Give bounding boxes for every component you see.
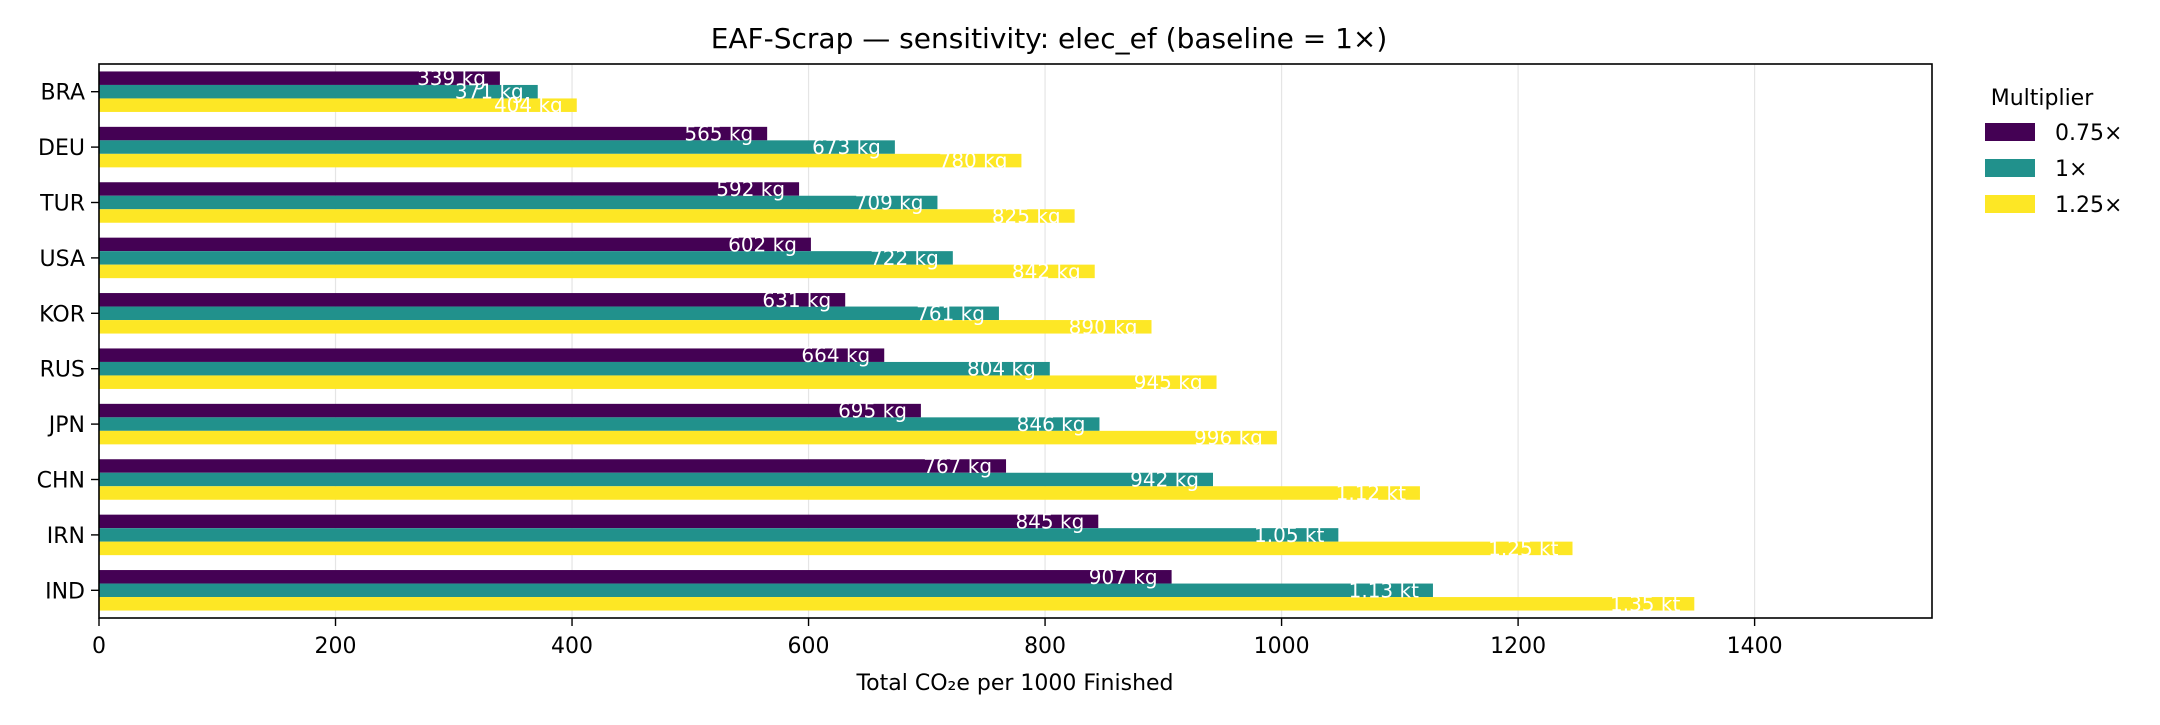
bar-value-label: 371 kg xyxy=(455,80,524,104)
bar xyxy=(99,237,811,252)
y-tick-label: DEU xyxy=(38,136,85,161)
x-tick-label: 200 xyxy=(315,634,357,659)
x-tick-label: 1000 xyxy=(1254,634,1310,659)
y-tick-label: TUR xyxy=(39,192,85,217)
y-tick-label: IND xyxy=(45,579,85,604)
bar-value-label: 339 kg xyxy=(417,66,486,90)
bar xyxy=(99,209,1075,223)
y-tick-label: RUS xyxy=(40,358,85,383)
bar xyxy=(99,84,538,99)
legend-label: 0.75× xyxy=(2055,121,2122,146)
legend-label: 1.25× xyxy=(2055,193,2122,218)
legend: Multiplier 0.75× 1× 1.25× xyxy=(1985,86,2122,218)
bar-value-label: 761 kg xyxy=(916,301,985,325)
bar xyxy=(99,541,1573,556)
bar xyxy=(99,140,895,154)
bar-value-label: 664 kg xyxy=(801,343,870,367)
bar xyxy=(99,459,1007,473)
bar-value-label: 1.13 kt xyxy=(1349,578,1419,602)
bar-value-label: 1.12 kt xyxy=(1336,481,1406,505)
bar xyxy=(99,403,921,418)
y-tick-label: USA xyxy=(39,247,85,272)
bar-value-label: 942 kg xyxy=(1130,468,1199,492)
bars xyxy=(99,71,1695,611)
x-axis-label: Total CO₂e per 1000 Finished xyxy=(855,671,1173,696)
bar-value-label: 842 kg xyxy=(1012,259,1081,283)
bar-value-label: 780 kg xyxy=(939,149,1008,173)
y-tick-label: JPN xyxy=(47,413,85,438)
bar xyxy=(99,417,1100,431)
legend-swatch xyxy=(1985,195,2035,213)
bar-value-label: 767 kg xyxy=(923,454,992,478)
bar xyxy=(99,486,1420,500)
bar-value-label: 1.05 kt xyxy=(1254,523,1324,547)
bar xyxy=(99,361,1050,376)
bar-value-label: 890 kg xyxy=(1069,315,1138,339)
x-tick-label: 1400 xyxy=(1727,634,1783,659)
bar xyxy=(99,153,1022,168)
legend-swatch xyxy=(1985,159,2035,177)
bar xyxy=(99,195,938,210)
bar xyxy=(99,98,577,112)
bar xyxy=(99,375,1217,389)
bar xyxy=(99,597,1695,611)
bar xyxy=(99,430,1277,445)
legend-items: 0.75× 1× 1.25× xyxy=(1985,121,2122,218)
y-tick-label: IRN xyxy=(47,524,85,549)
bar-value-label: 1.35 kt xyxy=(1610,592,1680,616)
bar xyxy=(99,251,953,265)
bar-value-label: 592 kg xyxy=(716,177,785,201)
x-tick-label: 400 xyxy=(551,634,593,659)
bar xyxy=(99,570,1172,584)
bar xyxy=(99,293,846,307)
legend-title: Multiplier xyxy=(1991,86,2095,111)
bar-value-label: 804 kg xyxy=(967,357,1036,381)
y-axis: BRA DEU TUR USA KOR RUS JPN CHN IRN IND xyxy=(37,81,99,604)
bar-value-label: 846 kg xyxy=(1017,412,1086,436)
plot-frame xyxy=(98,63,1933,619)
y-tick-label: CHN xyxy=(37,469,85,494)
bar xyxy=(99,182,800,196)
bar xyxy=(99,320,1152,334)
bar xyxy=(99,514,1099,529)
x-tick-label: 800 xyxy=(1024,634,1066,659)
bar-value-label: 722 kg xyxy=(870,246,939,270)
bar xyxy=(99,472,1213,487)
bar xyxy=(99,264,1095,279)
y-tick-label: KOR xyxy=(39,302,85,327)
bar xyxy=(99,71,500,85)
bar-value-label: 631 kg xyxy=(762,288,831,312)
bar-value-label: 565 kg xyxy=(684,122,753,146)
bar-value-label: 945 kg xyxy=(1134,370,1203,394)
x-tick-label: 1200 xyxy=(1490,634,1546,659)
bar-value-label: 673 kg xyxy=(812,135,881,159)
bar-value-label: 404 kg xyxy=(494,93,563,117)
chart-title: EAF-Scrap — sensitivity: elec_ef (baseli… xyxy=(711,22,1388,55)
bar xyxy=(99,528,1339,542)
bar xyxy=(99,126,768,141)
bar-value-label: 996 kg xyxy=(1194,426,1263,450)
x-tick-label: 600 xyxy=(788,634,830,659)
legend-swatch xyxy=(1985,123,2035,141)
bar-value-label: 825 kg xyxy=(992,204,1061,228)
legend-label: 1× xyxy=(2055,157,2087,182)
bar xyxy=(99,306,999,321)
bar xyxy=(99,348,885,362)
x-tick-label: 0 xyxy=(92,634,106,659)
bar-value-label: 709 kg xyxy=(855,191,924,215)
y-tick-label: BRA xyxy=(40,81,85,106)
x-axis: 0 200 400 600 800 1000 1200 1400 xyxy=(92,618,1783,659)
bar-value-label: 695 kg xyxy=(838,399,907,423)
bar-value-label: 602 kg xyxy=(728,232,797,256)
bar-value-label: 907 kg xyxy=(1089,565,1158,589)
bar xyxy=(99,583,1433,598)
bar-value-label: 845 kg xyxy=(1015,509,1084,533)
bar-value-label: 1.25 kt xyxy=(1488,536,1558,560)
